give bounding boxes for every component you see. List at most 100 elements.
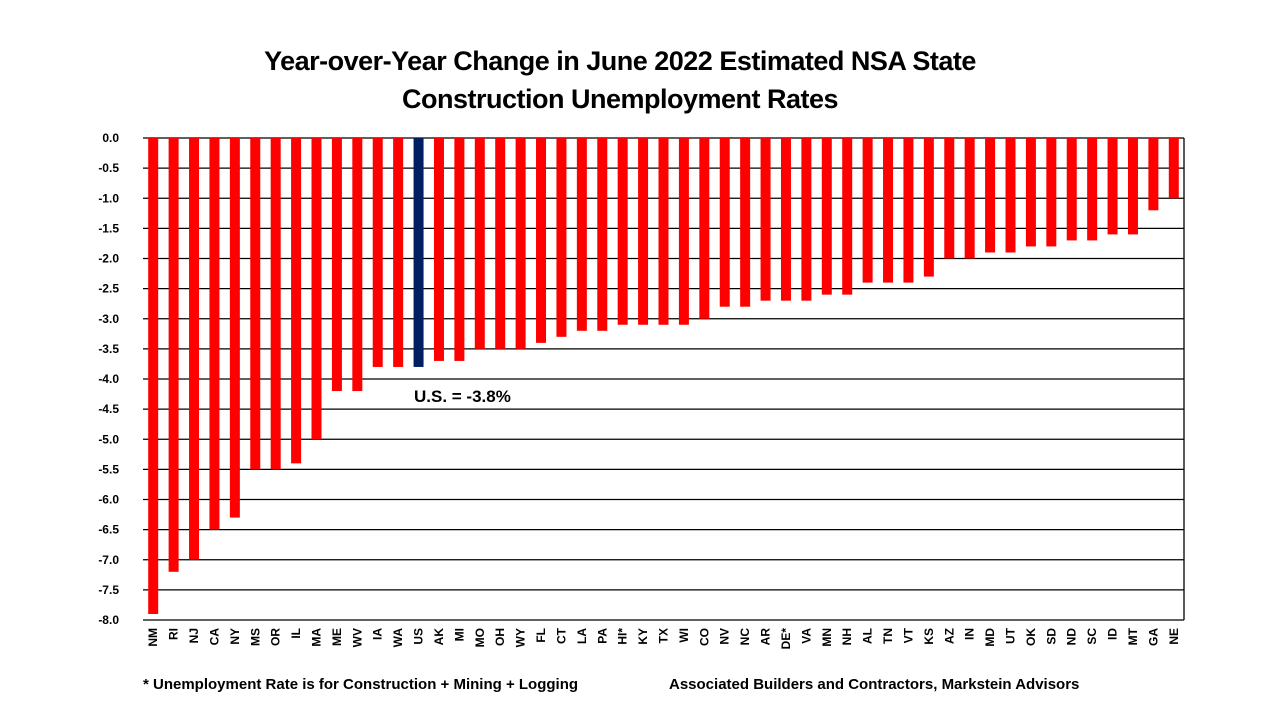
y-tick-label: -5.5	[98, 462, 119, 476]
x-tick-label: NY	[228, 628, 242, 645]
bar-ga	[1148, 138, 1159, 211]
y-tick-label: -0.5	[98, 161, 119, 175]
bar-ct	[556, 138, 567, 337]
bar-in	[964, 138, 975, 259]
y-tick-label: -4.0	[98, 372, 119, 386]
bar-nh	[842, 138, 853, 295]
x-tick-label: CA	[207, 628, 221, 646]
x-tick-label: HI*	[616, 628, 630, 645]
bar-la	[576, 138, 587, 331]
x-tick-label: VT	[901, 627, 915, 643]
bar-tn	[883, 138, 894, 283]
bar-ny	[229, 138, 240, 518]
x-tick-label: MO	[473, 628, 487, 647]
x-tick-label: KY	[636, 628, 650, 645]
bar-nj	[189, 138, 200, 560]
bar-mo	[474, 138, 485, 349]
y-tick-label: -6.0	[98, 493, 119, 507]
x-tick-label: NE	[1167, 628, 1181, 645]
x-tick-label: VA	[799, 628, 813, 644]
x-tick-label: UT	[1004, 627, 1018, 644]
x-tick-label: WA	[391, 628, 405, 648]
bar-va	[801, 138, 812, 301]
bar-mi	[454, 138, 465, 361]
y-tick-label: -7.5	[98, 583, 119, 597]
bar-ia	[372, 138, 383, 367]
y-tick-label: -2.0	[98, 252, 119, 266]
y-tick-label: -7.0	[98, 553, 119, 567]
x-tick-label: LA	[575, 628, 589, 644]
x-tick-label: OK	[1024, 628, 1038, 646]
x-tick-label: MD	[983, 628, 997, 647]
bar-ky	[638, 138, 649, 325]
bar-wv	[352, 138, 363, 392]
x-tick-label: SC	[1085, 628, 1099, 645]
bar-co	[699, 138, 710, 319]
x-tick-label: NV	[718, 628, 732, 645]
x-tick-label: RI	[167, 628, 181, 640]
x-tick-label: MN	[820, 628, 834, 647]
y-tick-label: -3.5	[98, 342, 119, 356]
bar-wa	[393, 138, 404, 367]
x-tick-label: MT	[1126, 627, 1140, 645]
x-tick-label: AZ	[942, 628, 956, 644]
y-tick-label: -8.0	[98, 613, 119, 627]
y-tick-label: 0.0	[102, 131, 119, 145]
bar-nc	[740, 138, 751, 307]
x-tick-label: CO	[697, 628, 711, 646]
bar-fl	[536, 138, 547, 343]
bar-mn	[821, 138, 832, 295]
bar-ak	[433, 138, 444, 361]
x-tick-label: IN	[963, 628, 977, 640]
bar-az	[944, 138, 955, 259]
x-tick-label: OR	[269, 628, 283, 646]
bar-ks	[923, 138, 934, 277]
bar-me	[331, 138, 342, 392]
bar-id	[1107, 138, 1118, 235]
bar-ca	[209, 138, 220, 530]
x-tick-label: NJ	[187, 628, 201, 643]
x-tick-label: TN	[881, 628, 895, 644]
bar-de	[780, 138, 791, 301]
x-tick-label: WI	[677, 628, 691, 643]
us-annotation: U.S. = -3.8%	[414, 387, 511, 406]
bar-vt	[903, 138, 914, 283]
bar-nv	[719, 138, 730, 307]
x-tick-label: ID	[1106, 628, 1120, 640]
bar-wi	[678, 138, 689, 325]
x-tick-label: FL	[534, 628, 548, 643]
bar-md	[985, 138, 996, 253]
x-tick-label: DE*	[779, 628, 793, 650]
x-tick-label: PA	[595, 628, 609, 644]
x-tick-label: IL	[289, 628, 303, 639]
bar-pa	[597, 138, 608, 331]
y-tick-label: -5.0	[98, 432, 119, 446]
chart-title-line1: Year-over-Year Change in June 2022 Estim…	[264, 46, 976, 76]
x-tick-label: AR	[759, 628, 773, 646]
x-tick-label: WY	[514, 628, 528, 647]
bar-ms	[250, 138, 261, 470]
x-tick-label: ME	[330, 628, 344, 646]
bar-al	[862, 138, 873, 283]
x-tick-label: MI	[452, 628, 466, 641]
bar-or	[270, 138, 281, 470]
bar-ma	[311, 138, 322, 440]
y-tick-label: -1.5	[98, 221, 119, 235]
bar-ok	[1025, 138, 1036, 247]
bar-nd	[1066, 138, 1077, 241]
y-tick-label: -1.0	[98, 191, 119, 205]
bar-tx	[658, 138, 669, 325]
y-tick-label: -2.5	[98, 282, 119, 296]
bar-nm	[148, 138, 159, 614]
x-tick-label: MA	[310, 628, 324, 647]
bar-mt	[1127, 138, 1138, 235]
chart-title-line2: Construction Unemployment Rates	[401, 84, 839, 114]
x-tick-label: CT	[554, 627, 568, 644]
x-tick-label: NH	[840, 628, 854, 645]
bar-ne	[1168, 138, 1179, 199]
y-tick-label: -6.5	[98, 523, 119, 537]
y-tick-label: -3.0	[98, 312, 119, 326]
x-tick-label: TX	[657, 628, 671, 643]
x-tick-label: AL	[861, 628, 875, 644]
